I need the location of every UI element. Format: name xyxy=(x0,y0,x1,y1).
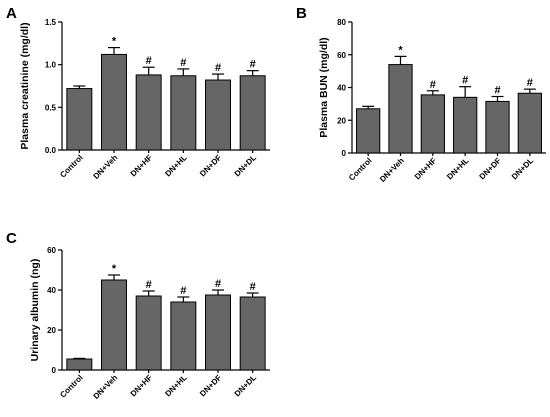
x-category-label: DN+Veh xyxy=(92,373,120,401)
bar-dn-hl xyxy=(170,301,197,371)
x-category-label: DN+HF xyxy=(129,153,154,178)
y-tick-label: 60 xyxy=(337,51,346,60)
y-tick-label: 20 xyxy=(337,116,346,125)
significance-marker: # xyxy=(462,75,468,87)
significance-marker: # xyxy=(527,77,533,89)
significance-marker: # xyxy=(215,62,221,74)
significance-marker: # xyxy=(146,279,152,291)
x-category-label: Control xyxy=(58,373,84,399)
x-category-label: DN+HF xyxy=(129,373,154,398)
x-category-label: DN+DL xyxy=(233,373,258,398)
x-category-label: DN+HF xyxy=(413,156,438,181)
y-axis-label: Plasma creatinine (mg/dl) xyxy=(19,22,31,149)
significance-marker: # xyxy=(180,285,186,297)
panel-c: C Urinary albumin (ng) 0 20 40 60 Control * DN+V… xyxy=(6,230,270,401)
x-category-label: DN+DF xyxy=(198,373,223,398)
significance-marker: * xyxy=(398,44,403,56)
x-category-label: Control xyxy=(347,156,373,182)
bar-dn-dl xyxy=(239,75,266,151)
panel-letter: C xyxy=(6,230,17,247)
significance-marker: # xyxy=(215,278,221,290)
x-category-label: DN+HL xyxy=(163,373,188,398)
x-category-label: DN+DF xyxy=(478,156,503,181)
y-tick-label: 0 xyxy=(342,149,347,158)
bar-dn-veh xyxy=(388,64,413,154)
y-axis-label: Plasma BUN (mg/dl) xyxy=(318,37,330,137)
panel-letter: B xyxy=(296,5,307,22)
bar-dn-hf xyxy=(135,74,162,151)
y-tick-label: 80 xyxy=(337,18,346,27)
y-tick-label: 0.0 xyxy=(45,146,57,155)
bar-dn-hf xyxy=(135,295,162,371)
bar-control xyxy=(356,108,381,154)
x-category-label: DN+DL xyxy=(233,153,258,178)
x-category-label: Control xyxy=(58,153,84,179)
significance-marker: # xyxy=(494,85,500,97)
x-category-label: DN+DL xyxy=(510,156,535,181)
y-tick-label: 1.0 xyxy=(45,61,57,70)
y-tick-label: 1.5 xyxy=(45,18,57,27)
significance-marker: * xyxy=(112,36,117,48)
bar-control xyxy=(66,358,93,371)
significance-marker: # xyxy=(430,79,436,91)
significance-marker: * xyxy=(112,263,117,275)
panel-b: B Plasma BUN (mg/dl) 0 20 40 60 80 Control * DN+V… xyxy=(296,5,546,184)
y-tick-label: 60 xyxy=(47,246,56,255)
bar-dn-veh xyxy=(101,53,127,151)
y-tick-label: 0 xyxy=(52,366,57,375)
y-tick-label: 20 xyxy=(47,326,56,335)
y-tick-label: 40 xyxy=(47,286,56,295)
x-category-label: DN+Veh xyxy=(92,153,120,181)
x-category-label: DN+DF xyxy=(198,153,223,178)
x-category-label: DN+HL xyxy=(163,153,188,178)
bar-dn-dl xyxy=(239,296,266,371)
significance-marker: # xyxy=(250,59,256,71)
bar-dn-hl xyxy=(170,75,197,151)
panel-letter: A xyxy=(6,5,17,22)
bar-dn-hf xyxy=(420,94,445,154)
bar-control xyxy=(66,88,93,151)
y-axis-label: Urinary albumin (ng) xyxy=(29,259,41,362)
significance-marker: # xyxy=(180,57,186,69)
significance-marker: # xyxy=(250,281,256,293)
y-tick-label: 40 xyxy=(337,84,346,93)
significance-marker: # xyxy=(146,55,152,67)
bar-dn-dl xyxy=(517,92,542,154)
bar-dn-hl xyxy=(453,96,478,154)
bar-dn-df xyxy=(205,79,231,151)
y-tick-label: 0.5 xyxy=(45,103,57,112)
bar-dn-df xyxy=(205,294,231,371)
x-category-label: DN+HL xyxy=(445,156,470,181)
bar-dn-veh xyxy=(101,279,127,371)
bar-dn-df xyxy=(485,100,510,154)
x-category-label: DN+Veh xyxy=(378,156,406,184)
